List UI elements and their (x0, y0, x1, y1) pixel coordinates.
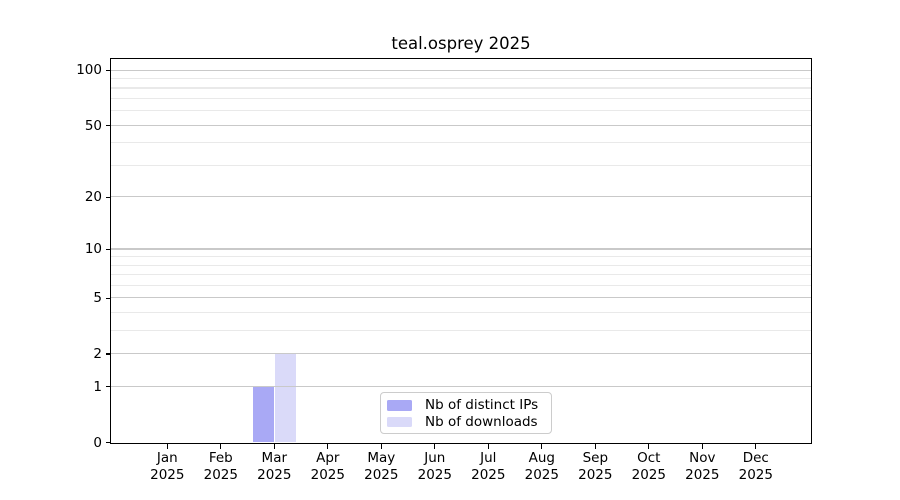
y-gridline-minor (111, 264, 811, 266)
y-gridline-minor (111, 274, 811, 276)
x-tick-mark (487, 444, 489, 449)
y-gridline-minor (111, 164, 811, 167)
y-gridline-major (111, 196, 811, 198)
legend-label-distinct-ips: Nb of distinct IPs (425, 397, 539, 414)
x-tick-label: Mar 2025 (257, 450, 292, 483)
y-tick-label: 20 (84, 189, 102, 206)
y-tick-label: 5 (93, 290, 102, 307)
y-tick-label: 50 (84, 117, 102, 134)
x-tick-label: Nov 2025 (685, 450, 720, 483)
y-gridline-minor (111, 98, 811, 100)
legend: Nb of distinct IPs Nb of downloads (380, 392, 552, 434)
y-gridline-major (111, 69, 811, 71)
y-gridline-minor (111, 142, 811, 144)
x-tick-mark (166, 444, 168, 449)
legend-swatch-downloads (387, 416, 412, 427)
x-tick-mark (327, 444, 329, 449)
y-tick-label: 0 (93, 434, 102, 451)
y-tick-mark (105, 196, 110, 198)
x-tick-mark (594, 444, 596, 449)
x-tick-mark (701, 444, 703, 449)
x-tick-mark (541, 444, 543, 449)
bar-distinct-ips (252, 386, 274, 443)
x-tick-mark (755, 444, 757, 449)
x-tick-label: May 2025 (364, 450, 399, 483)
y-gridline-major (111, 124, 811, 126)
x-tick-label: Oct 2025 (631, 450, 666, 483)
y-tick-mark (105, 386, 110, 388)
y-tick-mark (105, 353, 110, 355)
legend-swatch-distinct-ips (387, 400, 412, 411)
x-tick-label: Jul 2025 (471, 450, 506, 483)
x-tick-mark (434, 444, 436, 449)
x-tick-label: Sep 2025 (578, 450, 613, 483)
legend-item-distinct-ips: Nb of distinct IPs (387, 397, 551, 414)
legend-item-downloads: Nb of downloads (387, 414, 551, 431)
x-tick-mark (273, 444, 275, 449)
y-tick-mark (105, 297, 110, 299)
x-tick-label: Dec 2025 (738, 450, 773, 483)
y-tick-mark (105, 124, 110, 127)
legend-label-downloads: Nb of downloads (425, 413, 538, 430)
y-gridline-major (111, 353, 811, 355)
plot-area (110, 58, 812, 444)
y-tick-label: 2 (93, 346, 102, 363)
y-gridline-minor (111, 87, 811, 89)
y-tick-mark (105, 248, 110, 250)
y-tick-mark (105, 442, 110, 444)
bars-layer (111, 59, 811, 443)
x-tick-mark (220, 444, 222, 449)
x-tick-label: Jun 2025 (417, 450, 452, 483)
x-tick-mark (648, 444, 650, 449)
y-tick-label: 10 (84, 241, 102, 258)
x-tick-mark (380, 444, 382, 449)
y-gridline-minor (111, 312, 811, 314)
y-tick-label: 1 (93, 378, 102, 395)
x-tick-label: Aug 2025 (524, 450, 559, 483)
bar-downloads (274, 353, 296, 443)
y-gridline-minor (111, 78, 811, 80)
y-gridline-major (111, 385, 811, 388)
y-gridline-minor (111, 330, 811, 332)
x-tick-label: Jan 2025 (150, 450, 185, 483)
x-tick-label: Apr 2025 (310, 450, 345, 483)
y-gridline-major (111, 297, 811, 299)
y-tick-label: 100 (76, 62, 102, 79)
y-tick-mark (105, 69, 110, 72)
y-gridline-major (111, 248, 811, 250)
chart-title: teal.osprey 2025 (391, 34, 531, 53)
y-gridline-minor (111, 256, 811, 258)
y-gridline-minor (111, 110, 811, 112)
x-tick-label: Feb 2025 (203, 450, 238, 483)
y-gridline-minor (111, 284, 811, 287)
grid-layer (111, 59, 811, 443)
